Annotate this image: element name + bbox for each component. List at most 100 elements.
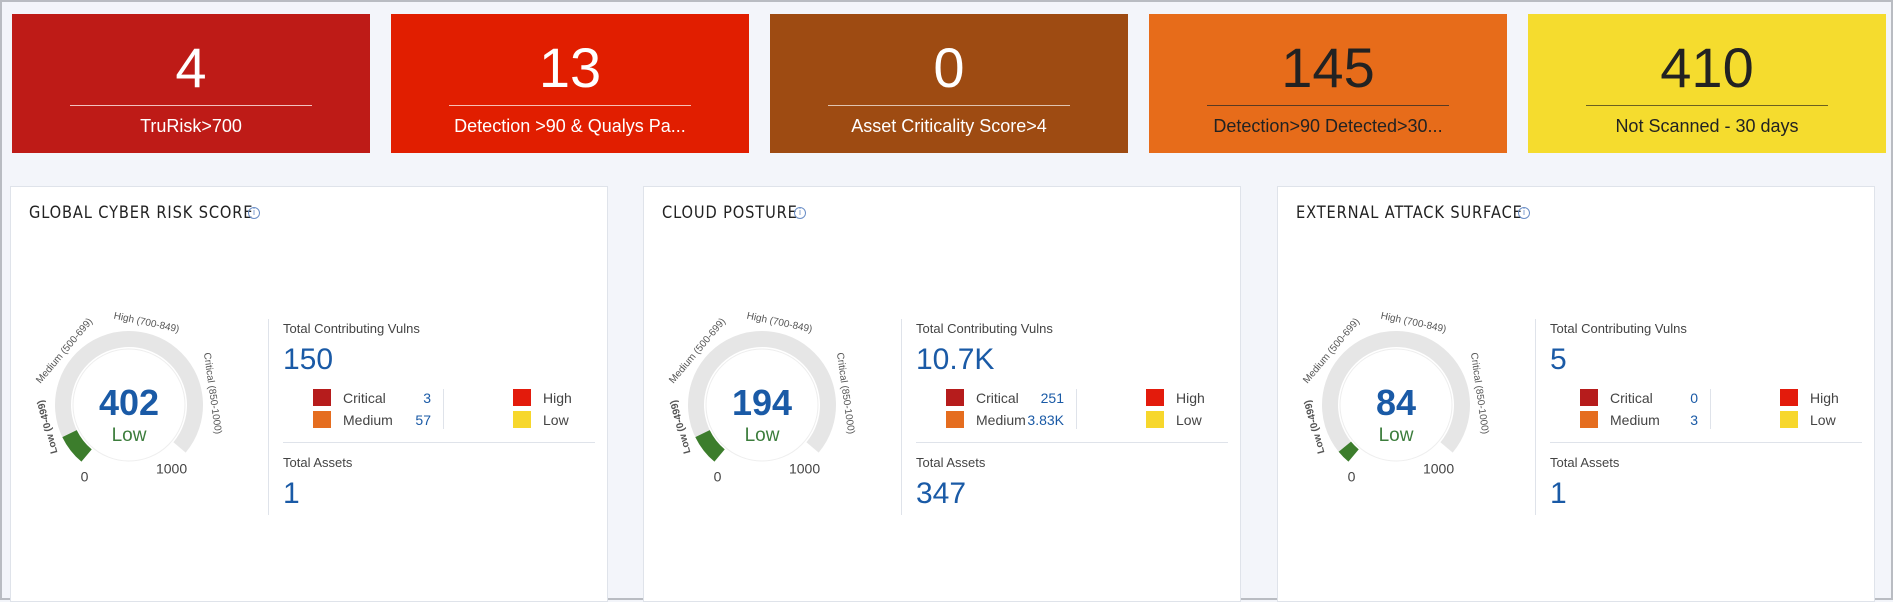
legend-high: High: [1146, 389, 1226, 407]
vulns-label: Total Contributing Vulns: [916, 321, 1053, 336]
legend-high-label: High: [1176, 390, 1205, 406]
vulns-label: Total Contributing Vulns: [283, 321, 420, 336]
legend-medium-label: Medium: [343, 412, 393, 428]
kpi-value: 13: [538, 36, 602, 99]
gauge-min-label: 0: [1348, 469, 1356, 485]
legend-critical-label: Critical: [1610, 390, 1653, 406]
medium-swatch: [946, 411, 964, 428]
kpi-tile-not-scanned[interactable]: 410 Not Scanned - 30 days: [1528, 14, 1886, 153]
stats-divider: [1550, 442, 1862, 443]
kpi-label: Detection>90 Detected>30...: [1213, 116, 1443, 136]
high-swatch: [1780, 389, 1798, 406]
legend-critical-count[interactable]: 3: [423, 390, 431, 406]
legend-medium: Medium 57: [313, 411, 473, 429]
legend-critical-count[interactable]: 0: [1690, 390, 1698, 406]
risk-gauge: Low (0-499) Medium (500-699) High (700-849…: [662, 305, 892, 505]
legend-critical: Critical 3: [313, 389, 473, 407]
gauge-max-label: 1000: [1423, 460, 1454, 476]
panel-external-attack-surface: EXTERNAL ATTACK SURFACE i Low (0-499) Med…: [1277, 186, 1875, 602]
gauge-chart: Low (0-499)Medium (500-699) High (700-849…: [1301, 311, 1490, 485]
low-swatch: [1780, 411, 1798, 428]
low-swatch: [1146, 411, 1164, 428]
gauge-score: 402: [98, 382, 160, 423]
gauge-max-label: 1000: [156, 460, 187, 476]
legend-critical-label: Critical: [976, 390, 1019, 406]
legend-medium-label: Medium: [976, 412, 1026, 428]
info-icon[interactable]: i: [794, 207, 806, 219]
kpi-tiles: 4 TruRisk>700 13 Detection >90 & Qualys …: [12, 14, 1886, 153]
legend-critical-count[interactable]: 251: [1040, 390, 1064, 406]
assets-label: Total Assets: [1550, 455, 1620, 470]
legend-medium: Medium 3.83K: [946, 411, 1106, 429]
gauge-min-label: 0: [714, 469, 722, 485]
legend-low-label: Low: [1810, 412, 1836, 428]
gauge-center: [1339, 348, 1453, 462]
gauge-min-label: 0: [81, 469, 89, 485]
legend-medium-label: Medium: [1610, 412, 1660, 428]
kpi-value: 0: [933, 36, 965, 99]
panel-global-cyber-risk: GLOBAL CYBER RISK SCORE i Low (0-499) Med…: [10, 186, 608, 602]
legend-high: High: [513, 389, 593, 407]
panel-title: CLOUD POSTURE: [662, 203, 798, 223]
panel-title: GLOBAL CYBER RISK SCORE: [29, 203, 254, 223]
kpi-label: Detection >90 & Qualys Pa...: [454, 116, 686, 136]
vulns-label: Total Contributing Vulns: [1550, 321, 1687, 336]
gauge-score: 194: [731, 382, 793, 423]
assets-value[interactable]: 347: [916, 477, 967, 510]
legend-critical: Critical 0: [1580, 389, 1740, 407]
high-swatch: [513, 389, 531, 406]
kpi-value: 4: [175, 36, 207, 99]
legend-divider: [1710, 389, 1711, 429]
legend-low-label: Low: [1176, 412, 1202, 428]
assets-value[interactable]: 1: [283, 477, 300, 510]
vulns-value[interactable]: 10.7K: [916, 343, 995, 376]
gauge-chart: Low (0-499)Medium (500-699) High (700-849…: [34, 311, 223, 485]
medium-swatch: [313, 411, 331, 428]
legend-medium: Medium 3: [1580, 411, 1740, 429]
kpi-divider: [70, 105, 312, 106]
legend-medium-count[interactable]: 57: [415, 412, 431, 428]
gauge-score: 84: [1375, 382, 1417, 423]
assets-value[interactable]: 1: [1550, 477, 1567, 510]
kpi-tile-detection-qualys[interactable]: 13 Detection >90 & Qualys Pa...: [391, 14, 749, 153]
gauge-chart: Low (0-499)Medium (500-699) High (700-849…: [667, 311, 856, 485]
legend-medium-count[interactable]: 3.83K: [1027, 412, 1064, 428]
risk-gauge: Low (0-499) Medium (500-699) High (700-849…: [29, 305, 259, 505]
panel-divider: [1535, 319, 1536, 515]
kpi-tile-detection-detected[interactable]: 145 Detection>90 Detected>30...: [1149, 14, 1507, 153]
legend-high-label: High: [1810, 390, 1839, 406]
legend-divider: [443, 389, 444, 429]
legend-medium-count[interactable]: 3: [1690, 412, 1698, 428]
kpi-value: 145: [1281, 36, 1375, 99]
assets-label: Total Assets: [283, 455, 353, 470]
panel-title: EXTERNAL ATTACK SURFACE: [1296, 203, 1523, 223]
legend-high: High: [1780, 389, 1860, 407]
gauge-track: [688, 331, 836, 462]
legend-low: Low: [1146, 411, 1226, 429]
stats-divider: [283, 442, 595, 443]
kpi-label: Asset Criticality Score>4: [851, 116, 1047, 136]
assets-label: Total Assets: [916, 455, 986, 470]
kpi-divider: [828, 105, 1070, 106]
info-icon[interactable]: i: [248, 207, 260, 219]
risk-gauge: Low (0-499) Medium (500-699) High (700-849…: [1296, 305, 1526, 505]
stats-divider: [916, 442, 1228, 443]
gauge-value-arc: [62, 429, 92, 462]
vulns-value[interactable]: 5: [1550, 343, 1567, 376]
kpi-value: 410: [1660, 36, 1754, 99]
vulns-value[interactable]: 150: [283, 343, 334, 376]
critical-swatch: [1580, 389, 1598, 406]
high-swatch: [1146, 389, 1164, 406]
kpi-tile-trurisk[interactable]: 4 TruRisk>700: [12, 14, 370, 153]
gauge-track: [55, 331, 203, 462]
gauge-value-arc: [695, 429, 725, 462]
kpi-tile-asset-criticality[interactable]: 0 Asset Criticality Score>4: [770, 14, 1128, 153]
gauge-value-arc: [1338, 441, 1359, 462]
kpi-divider: [449, 105, 691, 106]
gauge-level: Low: [111, 425, 147, 446]
kpi-divider: [1207, 105, 1449, 106]
info-icon[interactable]: i: [1518, 207, 1530, 219]
gauge-level: Low: [1378, 425, 1414, 446]
legend-low-label: Low: [543, 412, 569, 428]
legend-divider: [1076, 389, 1077, 429]
